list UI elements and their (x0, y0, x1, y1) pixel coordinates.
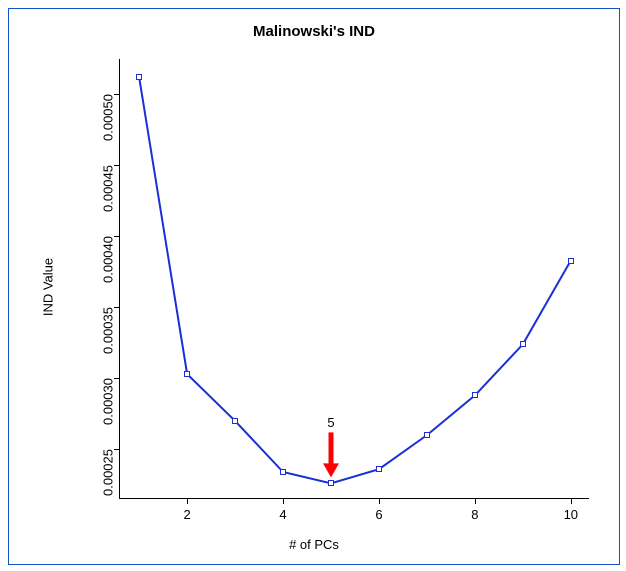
line-layer (120, 59, 589, 498)
x-tick (187, 498, 188, 504)
plot-area: 2468100.000250.000300.000350.000400.0004… (119, 59, 589, 499)
x-tick (571, 498, 572, 504)
x-tick-label: 6 (375, 507, 382, 522)
x-tick-label: 4 (279, 507, 286, 522)
y-tick-label: 0.00030 (101, 378, 116, 425)
data-marker (136, 74, 142, 80)
y-axis-label: IND Value (41, 257, 56, 315)
data-marker (520, 341, 526, 347)
y-tick-label: 0.00050 (101, 94, 116, 141)
chart-title: Malinowski's IND (9, 23, 619, 40)
x-tick (283, 498, 284, 504)
arrow-icon (323, 432, 339, 477)
data-marker (280, 469, 286, 475)
x-tick-label: 8 (471, 507, 478, 522)
y-tick-label: 0.00045 (101, 165, 116, 212)
y-tick-label: 0.00025 (101, 449, 116, 496)
x-tick (475, 498, 476, 504)
x-axis-label: # of PCs (9, 537, 619, 552)
data-marker (184, 371, 190, 377)
data-marker (472, 392, 478, 398)
data-line (139, 77, 571, 483)
x-tick-label: 2 (184, 507, 191, 522)
data-marker (376, 466, 382, 472)
arrow-label: 5 (327, 415, 334, 430)
x-tick (379, 498, 380, 504)
data-marker (328, 480, 334, 486)
y-tick-label: 0.00035 (101, 307, 116, 354)
data-marker (424, 432, 430, 438)
data-marker (568, 258, 574, 264)
data-marker (232, 418, 238, 424)
y-tick-label: 0.00040 (101, 236, 116, 283)
chart-container: Malinowski's IND IND Value # of PCs 2468… (8, 8, 620, 565)
x-tick-label: 10 (564, 507, 578, 522)
